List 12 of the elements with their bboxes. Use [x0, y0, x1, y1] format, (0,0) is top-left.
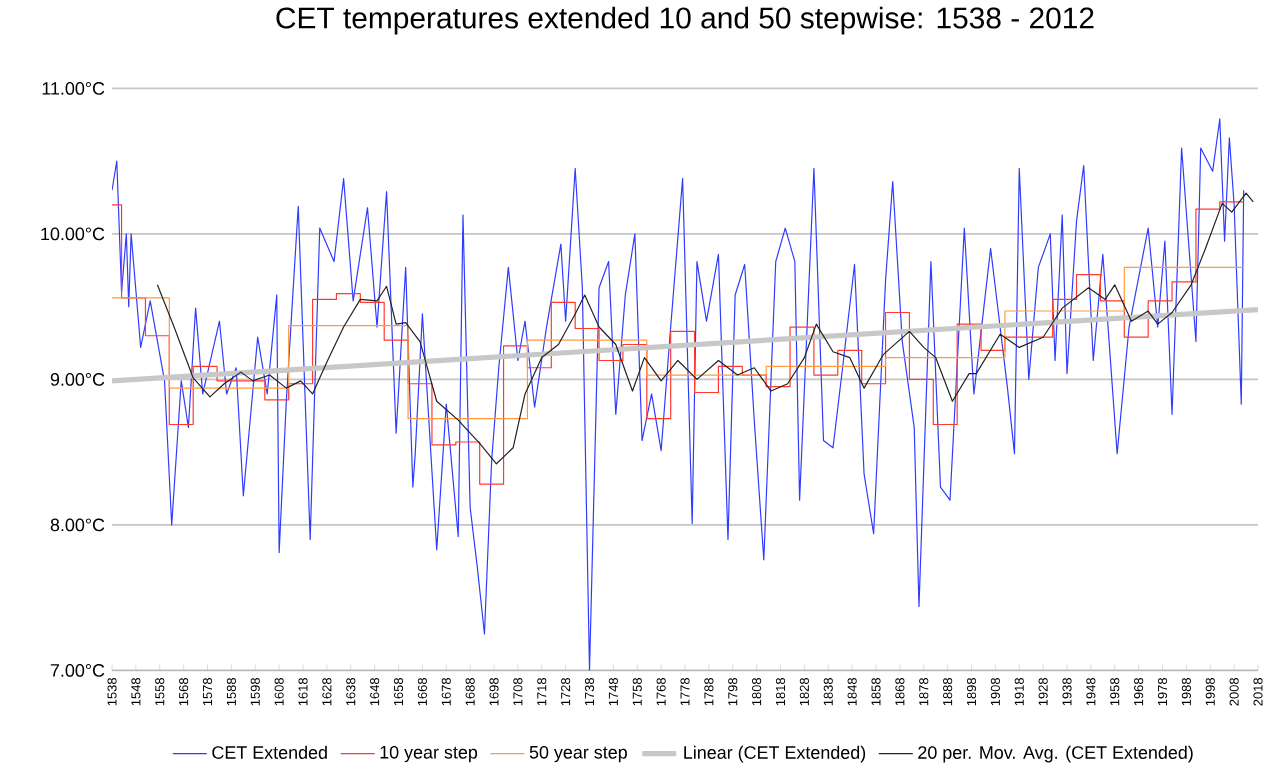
y-tick-label: 8.00°C	[50, 518, 105, 532]
legend-label: 10 year step	[380, 745, 478, 762]
legend-label: 20 per. Mov. Avg. (CET Extended)	[918, 745, 1193, 763]
y-tick-label: 11.00°C	[42, 81, 105, 95]
y-tick-label: 7.00°C	[50, 663, 105, 677]
legend-label: Linear (CET Extended)	[684, 745, 866, 763]
chart-title: CET temperatures extended 10 and 50 stepwise: 1538 - 2012	[276, 6, 1094, 35]
line-series	[112, 118, 1245, 671]
y-tick-label: 9.00°C	[50, 372, 105, 386]
legend-label: 50 year step	[529, 745, 627, 762]
y-tick-label: 10.00°C	[41, 227, 105, 241]
legend-label: CET Extended	[212, 745, 327, 759]
